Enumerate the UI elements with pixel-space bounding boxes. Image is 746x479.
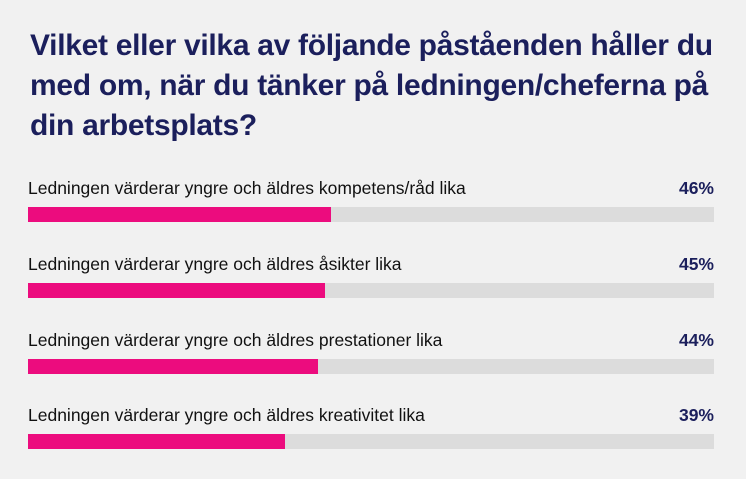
category-label: Ledningen värderar yngre och äldres åsik… — [28, 254, 402, 274]
value-label: 44% — [678, 330, 714, 350]
bar — [28, 359, 319, 374]
value-label: 45% — [678, 254, 714, 274]
bar-row: Ledningen värderar yngre och äldres åsik… — [28, 253, 714, 313]
chart-title: Vilket eller vilka av följande påstående… — [30, 29, 713, 142]
bar — [28, 207, 332, 222]
category-label: Ledningen värderar yngre och äldres komp… — [28, 178, 466, 198]
bar — [28, 283, 325, 298]
value-label: 46% — [678, 178, 714, 198]
category-label: Ledningen värderar yngre och äldres pres… — [28, 330, 443, 350]
category-label: Ledningen värderar yngre och äldres krea… — [28, 405, 425, 425]
bar-track — [28, 207, 714, 222]
bar — [28, 434, 286, 449]
bar-track — [28, 434, 714, 449]
value-label: 39% — [678, 405, 714, 425]
bar-track — [28, 359, 714, 374]
bar-row: Ledningen värderar yngre och äldres komp… — [28, 177, 714, 237]
bar-track — [28, 283, 714, 298]
bar-row: Ledningen värderar yngre och äldres krea… — [28, 404, 714, 464]
bar-row: Ledningen värderar yngre och äldres pres… — [28, 329, 714, 389]
